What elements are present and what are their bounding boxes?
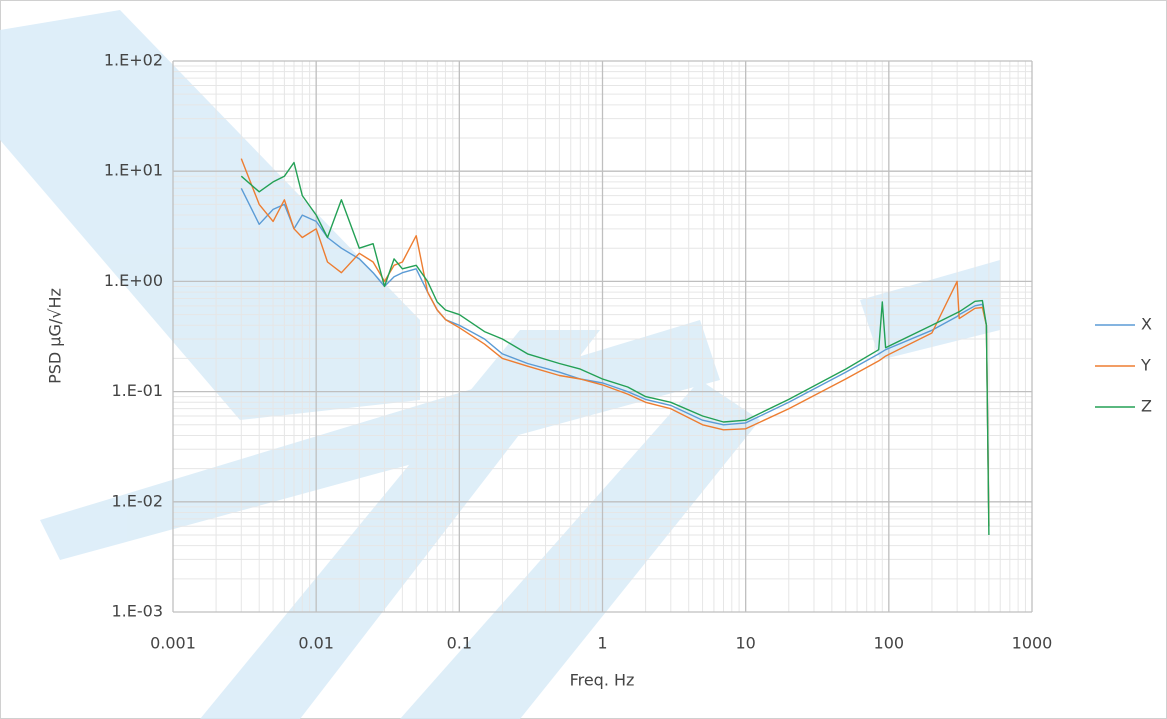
x-tick-label: 0.1: [447, 634, 472, 653]
x-tick-label: 0.001: [150, 634, 196, 653]
y-tick-label: 1.E+00: [104, 271, 163, 290]
chart: Freq. Hz PSD μG/√Hz 1.E-03 1.E-02 1.E-01 1.…: [0, 0, 1167, 719]
y-tick-label: 1.E+01: [104, 161, 163, 180]
y-tick-label: 1.E-02: [111, 491, 163, 510]
x-tick-label: 10: [735, 634, 755, 653]
y-tick-label: 1.E-03: [111, 602, 163, 621]
x-axis-label: Freq. Hz: [570, 671, 635, 690]
page: {"chart_data": {"type": "line", "x_label…: [0, 0, 1167, 719]
y-axis-label: PSD μG/√Hz: [46, 288, 65, 384]
legend-label: X: [1141, 315, 1152, 334]
x-tick-label: 0.01: [298, 634, 334, 653]
y-tick-label: 1.E-01: [111, 381, 163, 400]
x-tick-label: 1: [597, 634, 607, 653]
legend-label: Z: [1141, 397, 1152, 416]
x-tick-label: 100: [874, 634, 905, 653]
x-tick-label: 1000: [1012, 634, 1053, 653]
y-tick-label: 1.E+02: [104, 51, 163, 70]
legend-label: Y: [1140, 356, 1151, 375]
